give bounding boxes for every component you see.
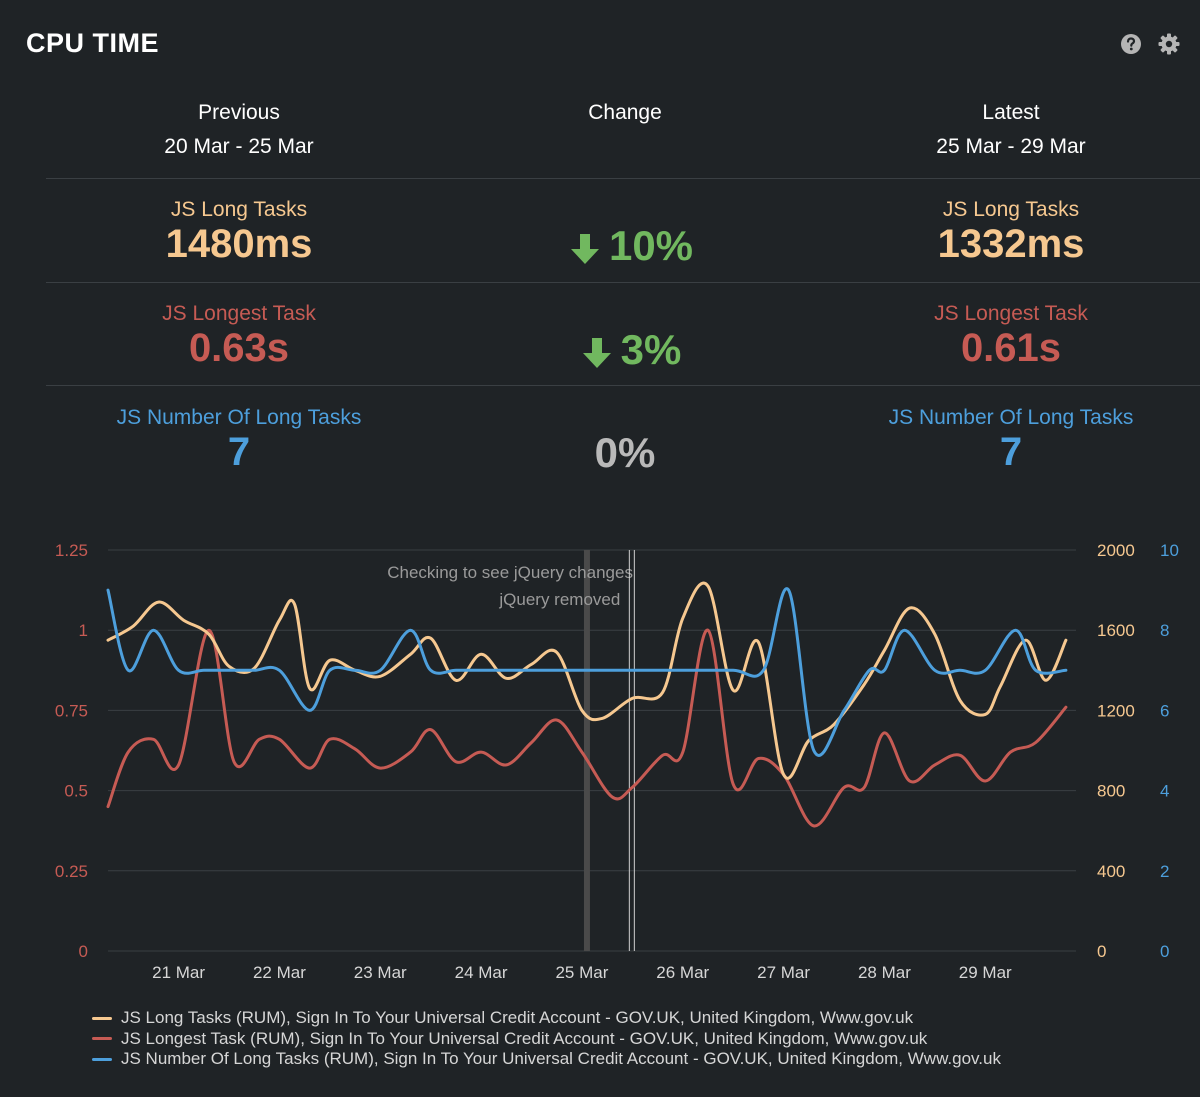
legend-item-longest-task[interactable]: JS Longest Task (RUM), Sign In To Your U… <box>92 1029 1001 1050</box>
latest-header: Latest 25 Mar - 29 Mar <box>831 96 1191 164</box>
metric-value: 7 <box>999 430 1023 474</box>
legend-label: JS Long Tasks (RUM), Sign In To Your Uni… <box>121 1008 914 1027</box>
help-icon[interactable] <box>1120 33 1142 55</box>
change-value: 0% <box>594 429 656 476</box>
change-header: Change <box>445 96 805 130</box>
arrow-down-icon <box>570 233 599 264</box>
y-right2-tick-label: 4 <box>1160 782 1169 801</box>
latest-range: 25 Mar - 29 Mar <box>936 135 1086 158</box>
y-right1-tick-label: 1600 <box>1097 621 1135 640</box>
legend-item-long-tasks[interactable]: JS Long Tasks (RUM), Sign In To Your Uni… <box>92 1008 1001 1029</box>
chart-legend: JS Long Tasks (RUM), Sign In To Your Uni… <box>92 1008 1001 1070</box>
change-number-of-tasks: 0% <box>475 429 775 477</box>
series-line-number-of-tasks <box>106 587 1068 757</box>
panel-title: CPU TIME <box>26 28 160 58</box>
x-tick-label: 22 Mar <box>253 963 306 982</box>
previous-header: Previous 20 Mar - 25 Mar <box>59 96 419 164</box>
metric-label: JS Long Tasks <box>170 198 308 221</box>
y-left-tick-label: 0.75 <box>55 701 88 720</box>
metric-label: JS Number Of Long Tasks <box>116 406 362 429</box>
legend-swatch <box>92 1057 112 1061</box>
previous-longest-task: JS Longest Task 0.63s <box>49 302 429 370</box>
cpu-time-chart[interactable]: 0 0 0 0.25 400 2 0.5 800 4 0.75 1200 6 1 1600 8 1.25 200… <box>0 530 1200 990</box>
x-tick-label: 25 Mar <box>555 963 608 982</box>
y-right1-tick-label: 400 <box>1097 862 1125 881</box>
metric-value: 1480ms <box>165 222 313 266</box>
y-left-tick-label: 0.5 <box>64 782 88 801</box>
x-tick-label: 28 Mar <box>858 963 911 982</box>
latest-label: Latest <box>982 101 1040 124</box>
y-left-tick-label: 0 <box>79 942 88 961</box>
header-actions <box>1120 33 1180 55</box>
gear-icon[interactable] <box>1158 33 1180 55</box>
annotation-label: Checking to see jQuery changes <box>387 563 633 582</box>
y-left-tick-label: 0.25 <box>55 862 88 881</box>
previous-long-tasks: JS Long Tasks 1480ms <box>49 198 429 266</box>
y-right2-tick-label: 2 <box>1160 862 1169 881</box>
series-line-long-tasks <box>106 581 1068 780</box>
y-left-tick-label: 1.25 <box>55 541 88 560</box>
change-long-tasks: 10% <box>482 222 782 270</box>
metric-value: 7 <box>227 430 251 474</box>
latest-number-of-tasks: JS Number Of Long Tasks 7 <box>821 406 1200 474</box>
metric-label: JS Longest Task <box>162 302 316 325</box>
latest-long-tasks: JS Long Tasks 1332ms <box>821 198 1200 266</box>
x-tick-label: 27 Mar <box>757 963 810 982</box>
change-longest-task: 3% <box>482 326 782 374</box>
x-tick-label: 26 Mar <box>656 963 709 982</box>
legend-swatch <box>92 1016 112 1020</box>
y-left-tick-label: 1 <box>79 621 88 640</box>
y-right2-tick-label: 0 <box>1160 942 1169 961</box>
legend-label: JS Longest Task (RUM), Sign In To Your U… <box>121 1028 928 1048</box>
divider <box>46 385 1200 386</box>
latest-longest-task: JS Longest Task 0.61s <box>821 302 1200 370</box>
metric-value: 1332ms <box>937 222 1085 266</box>
y-right1-tick-label: 2000 <box>1097 541 1135 560</box>
metric-label: JS Number Of Long Tasks <box>888 406 1134 429</box>
y-right2-tick-label: 8 <box>1160 621 1169 640</box>
change-label: Change <box>588 101 662 124</box>
arrow-down-icon <box>582 337 611 368</box>
previous-label: Previous <box>198 101 280 124</box>
change-value: 3% <box>620 326 682 373</box>
legend-swatch <box>92 1037 112 1041</box>
x-tick-label: 21 Mar <box>152 963 205 982</box>
y-right1-tick-label: 0 <box>1097 942 1106 961</box>
previous-number-of-tasks: JS Number Of Long Tasks 7 <box>49 406 429 474</box>
divider <box>46 282 1200 283</box>
x-tick-label: 23 Mar <box>354 963 407 982</box>
change-value: 10% <box>608 222 694 269</box>
annotation-label: jQuery removed <box>498 590 620 609</box>
y-right1-tick-label: 800 <box>1097 782 1125 801</box>
metric-label: JS Long Tasks <box>942 198 1080 221</box>
annotation-band <box>583 550 590 951</box>
series-line-longest-task <box>106 628 1068 828</box>
metric-value: 0.63s <box>188 326 290 370</box>
y-right1-tick-label: 1200 <box>1097 701 1135 720</box>
previous-range: 20 Mar - 25 Mar <box>164 135 314 158</box>
metric-label: JS Longest Task <box>934 302 1088 325</box>
y-right2-tick-label: 10 <box>1160 541 1179 560</box>
legend-label: JS Number Of Long Tasks (RUM), Sign In T… <box>121 1049 1001 1068</box>
legend-item-number-of-tasks[interactable]: JS Number Of Long Tasks (RUM), Sign In T… <box>92 1049 1001 1070</box>
x-tick-label: 24 Mar <box>455 963 508 982</box>
x-tick-label: 29 Mar <box>959 963 1012 982</box>
metric-value: 0.61s <box>960 326 1062 370</box>
divider <box>46 178 1200 179</box>
y-right2-tick-label: 6 <box>1160 701 1169 720</box>
